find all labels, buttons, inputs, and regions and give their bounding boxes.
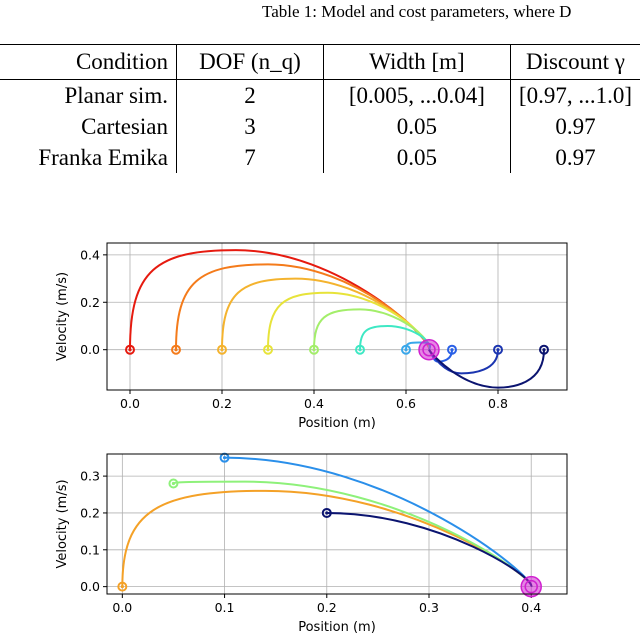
start-marker-dot: [325, 511, 329, 515]
y-tick-label: 0.2: [80, 505, 100, 520]
y-tick-label: 0.0: [80, 579, 100, 594]
start-marker: [447, 344, 457, 355]
x-tick-label: 0.0: [120, 396, 140, 411]
start-marker: [125, 344, 135, 355]
table-header-row: Condition DOF (n_q) Width [m] Discount γ: [0, 44, 640, 80]
start-marker-dot: [171, 481, 176, 486]
x-tick-label: 0.2: [317, 600, 337, 615]
target-marker: [520, 575, 542, 598]
plot-frame: [106, 453, 568, 595]
x-axis-label: Position (m): [298, 620, 376, 635]
y-tick-label: 0.3: [80, 469, 100, 484]
start-marker: [493, 344, 503, 355]
y-axis-label: Velocity (m/s): [55, 479, 70, 568]
start-marker-dot: [542, 348, 546, 352]
x-tick-label: 0.4: [521, 600, 541, 615]
plot-frame: [106, 242, 568, 391]
cell-width: 0.05: [323, 142, 511, 173]
x-tick-label: 0.0: [112, 600, 132, 615]
start-marker: [401, 344, 411, 355]
target-marker-ring: [422, 342, 436, 357]
start-marker: [171, 344, 181, 355]
table-caption: Table 1: Model and cost parameters, wher…: [262, 2, 572, 21]
y-tick-label: 0.4: [80, 247, 100, 262]
x-tick-label: 0.3: [419, 600, 439, 615]
header-condition: Condition: [0, 44, 177, 80]
target-marker-ring: [524, 579, 538, 594]
parameters-table: Condition DOF (n_q) Width [m] Discount γ…: [0, 44, 640, 173]
cell-condition: Planar sim.: [0, 79, 177, 111]
y-axis-label: Velocity (m/s): [55, 272, 70, 361]
start-marker: [355, 344, 365, 355]
start-marker-dot: [358, 348, 362, 352]
y-tick-label: 0.2: [80, 295, 100, 310]
table-row: Cartesian 3 0.05 0.97: [0, 111, 640, 142]
header-dof: DOF (n_q): [176, 44, 324, 80]
trajectory-line: [175, 263, 431, 351]
start-marker-dot: [404, 348, 408, 352]
start-marker: [309, 344, 319, 355]
start-marker: [117, 581, 128, 592]
cell-condition: Franka Emika: [0, 142, 177, 173]
cell-discount: 0.97: [555, 114, 596, 139]
start-marker: [263, 344, 273, 355]
start-marker: [217, 344, 227, 355]
start-marker-dot: [312, 348, 316, 352]
start-marker-dot: [222, 456, 227, 460]
cell-dof: 3: [176, 111, 324, 142]
cell-width: [0.005, ...0.04]: [323, 79, 511, 111]
trajectory-line: [267, 291, 431, 351]
x-tick-label: 0.2: [212, 396, 232, 411]
start-marker-dot: [450, 348, 454, 352]
start-marker-dot: [120, 585, 124, 589]
cell-discount: 0.97: [555, 145, 596, 170]
y-tick-label: 0.0: [80, 342, 100, 357]
start-marker-dot: [174, 348, 178, 352]
trajectory-line: [428, 349, 545, 389]
header-width: Width [m]: [323, 44, 511, 80]
start-marker-dot: [128, 348, 132, 352]
x-axis-label: Position (m): [298, 416, 376, 431]
x-tick-label: 0.4: [304, 396, 324, 411]
cell-width: 0.05: [323, 111, 511, 142]
cell-dof: 2: [176, 79, 324, 111]
start-marker: [168, 478, 179, 489]
start-marker-dot: [496, 348, 500, 352]
phase-plot-cartesian: 0.0 0.1 0.2 0.3 0.4 0.0 0.1 0.2 0.3 Position (m) V…: [55, 452, 568, 635]
table-row: Planar sim. 2 [0.005, ...0.04] [0.97, ..…: [0, 79, 640, 111]
cell-condition: Cartesian: [0, 111, 177, 142]
start-marker-dot: [266, 348, 270, 352]
target-marker: [418, 338, 440, 361]
cell-discount: [0.97, ...1.0]: [518, 83, 632, 108]
table-row: Franka Emika 7 0.05 0.97: [0, 142, 640, 173]
x-tick-label: 0.1: [215, 600, 235, 615]
phase-plot-planar: 0.0 0.2 0.4 0.6 0.8 0.0 0.2 0.4 Position (m) Velo…: [55, 242, 568, 431]
trajectory-line: [172, 480, 533, 588]
trajectory-line: [223, 456, 533, 588]
x-tick-label: 0.6: [396, 396, 416, 411]
start-marker: [539, 344, 549, 355]
x-tick-label: 0.8: [488, 396, 508, 411]
header-discount: Discount γ: [510, 44, 640, 80]
start-marker: [321, 507, 332, 518]
y-tick-label: 0.1: [80, 542, 100, 557]
start-marker-dot: [220, 348, 224, 352]
cell-dof: 7: [176, 142, 324, 173]
